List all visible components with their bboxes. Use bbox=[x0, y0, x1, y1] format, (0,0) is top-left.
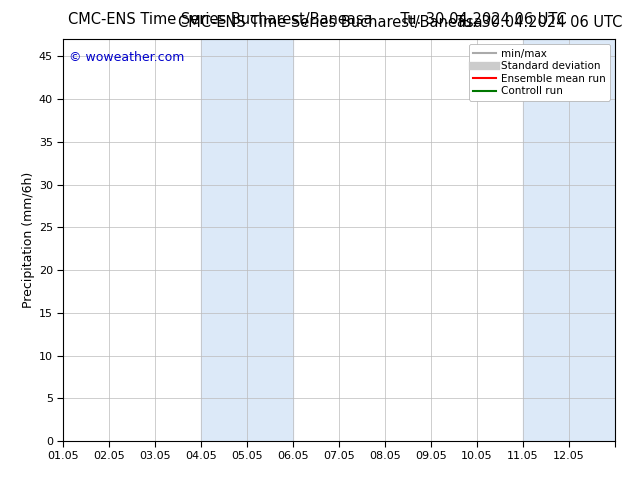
Text: CMC-ENS Time Series Bucharest/Baneasa: CMC-ENS Time Series Bucharest/Baneasa bbox=[178, 15, 482, 30]
Bar bbox=[202, 39, 293, 441]
Text: CMC-ENS Time Series Bucharest/Baneasa      Tu. 30.04.2024 06 UTC: CMC-ENS Time Series Bucharest/Baneasa Tu… bbox=[68, 12, 566, 27]
Text: © woweather.com: © woweather.com bbox=[69, 51, 184, 64]
Legend: min/max, Standard deviation, Ensemble mean run, Controll run: min/max, Standard deviation, Ensemble me… bbox=[469, 45, 610, 100]
Bar bbox=[523, 39, 615, 441]
Text: Tu. 30.04.2024 06 UTC: Tu. 30.04.2024 06 UTC bbox=[456, 15, 623, 30]
Y-axis label: Precipitation (mm/6h): Precipitation (mm/6h) bbox=[22, 172, 35, 308]
